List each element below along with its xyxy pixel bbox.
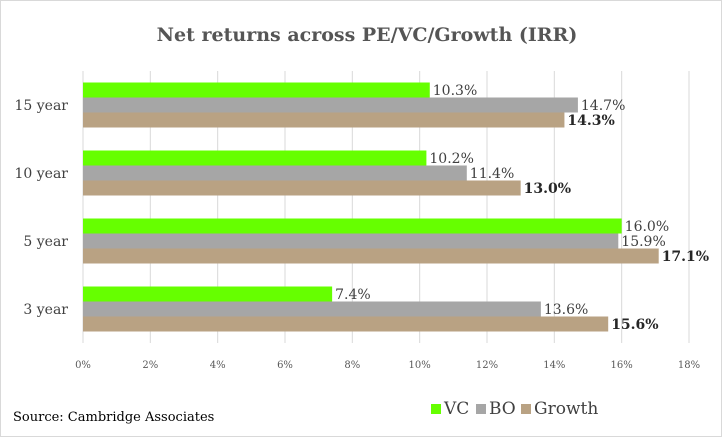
bar-bo [83, 97, 578, 113]
data-label: 15.6% [611, 317, 658, 333]
x-tick-label: 6% [277, 360, 293, 371]
data-label: 14.7% [581, 98, 625, 114]
bar-vc [83, 150, 427, 166]
legend-swatch-vc [431, 404, 441, 414]
bar-vc [83, 286, 333, 302]
bar-bo [83, 165, 467, 181]
data-label: 10.2% [429, 151, 473, 167]
data-label: 11.4% [470, 166, 514, 182]
bar-growth [83, 316, 609, 332]
source-note: Source: Cambridge Associates [13, 410, 214, 425]
bar-growth [83, 180, 521, 196]
legend: VC BO Growth [431, 399, 598, 419]
data-label: 14.3% [567, 113, 614, 129]
bars [83, 82, 659, 332]
bar-growth [83, 112, 565, 128]
legend-label: VC [443, 399, 469, 419]
data-label: 13.0% [524, 181, 571, 197]
legend-swatch-growth [521, 404, 531, 414]
data-label: 16.0% [625, 219, 669, 235]
x-tick-label: 12% [476, 360, 498, 371]
data-labels: 10.3% 14.7%14.3% 10.2%11.4% 13.0% 16.0%15.9%… [335, 83, 709, 333]
x-tick-label: 14% [543, 360, 565, 371]
x-tick-label: 18% [678, 360, 700, 371]
category-label: 5 year [23, 234, 68, 250]
category-axis: 15 year 10 year 5 year 3 year [15, 98, 69, 318]
x-tick-label: 8% [344, 360, 360, 371]
bar-bo [83, 233, 619, 249]
data-label: 7.4% [335, 287, 371, 303]
legend-label: BO [489, 399, 516, 419]
category-label: 15 year [15, 98, 69, 114]
legend-swatch-bo [476, 404, 486, 414]
x-tick-label: 10% [409, 360, 431, 371]
category-label: 3 year [23, 302, 68, 318]
bar-growth [83, 248, 659, 264]
bar-bo [83, 301, 541, 317]
x-tick-label: 4% [210, 360, 226, 371]
data-label: 10.3% [433, 83, 477, 99]
value-axis: 0% 2% 4% 6% 8% 10% 12% 14% 16% 18% [75, 360, 700, 371]
bar-vc [83, 218, 622, 234]
x-tick-label: 16% [611, 360, 633, 371]
data-label: 15.9% [621, 234, 665, 250]
data-label: 13.6% [544, 302, 588, 318]
x-tick-label: 2% [142, 360, 158, 371]
bar-vc [83, 82, 430, 98]
category-label: 10 year [15, 166, 69, 182]
chart-title: Net returns across PE/VC/Growth (IRR) [157, 24, 578, 46]
data-label: 17.1% [662, 249, 709, 265]
x-tick-label: 0% [75, 360, 91, 371]
legend-label: Growth [534, 399, 598, 419]
